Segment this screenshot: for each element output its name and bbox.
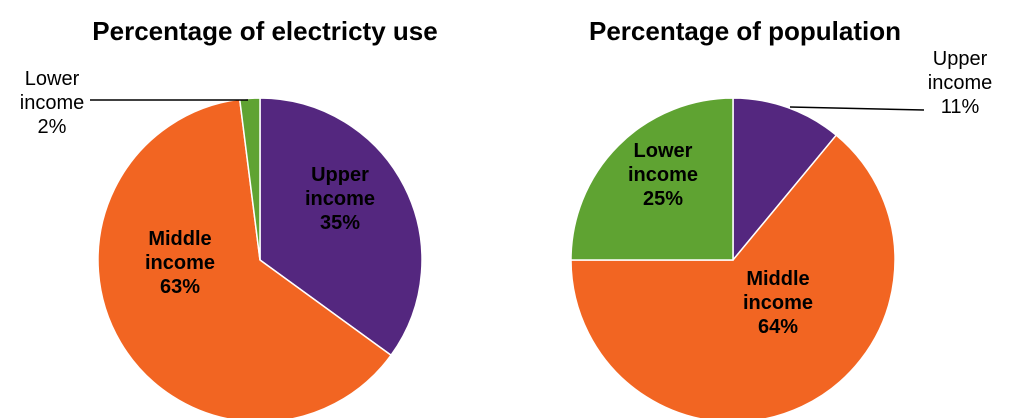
pie-labels: Upper income 11% Middle income 64% Lower income…	[628, 48, 992, 338]
pie-slices	[97, 97, 423, 418]
pie-slice-middle-income	[97, 98, 393, 418]
data-label-middle-income: Middle income 63%	[145, 228, 215, 298]
pie-slice-middle-income	[570, 134, 896, 418]
data-label-middle-income: Middle income 64%	[743, 268, 813, 338]
pie-slices	[570, 97, 896, 418]
data-label-upper-income: Upper income 35%	[305, 164, 375, 234]
leader-line-upper-income	[789, 106, 925, 111]
pie-slice-lower-income	[570, 97, 734, 261]
chart-title: Percentage of electricty use	[92, 16, 437, 46]
pie-slice-upper-income	[732, 97, 838, 263]
data-label-lower-income: Lower income 2%	[20, 68, 84, 138]
data-label-lower-income: Lower income 25%	[628, 140, 698, 210]
electricity-use-pie-chart: Percentage of electricty use Upper income…	[20, 16, 438, 418]
chart-title: Percentage of population	[589, 16, 901, 46]
pie-slice-upper-income	[259, 97, 423, 357]
pie-labels: Upper income 35% Middle income 63% Lower income…	[20, 68, 375, 298]
population-pie-chart: Percentage of population Upper income 11% M…	[570, 16, 992, 418]
data-label-upper-income: Upper income 11%	[928, 48, 992, 118]
